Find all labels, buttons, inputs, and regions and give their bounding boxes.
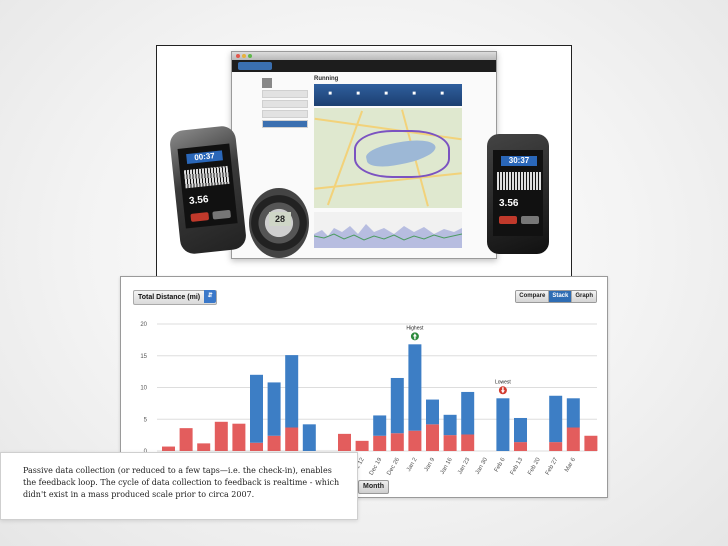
bar-segment-bottom [373, 435, 387, 451]
watch-display: 28 [269, 212, 291, 226]
bar-segment-top [566, 398, 580, 428]
x-tick-label: Jan 30 [475, 456, 490, 475]
bar-segment-bottom [197, 443, 211, 451]
phone-distance: 3.56 [188, 194, 210, 208]
elevation-chart [314, 212, 462, 248]
stats-panel: ■ ■ ■ ■ ■ [314, 84, 462, 106]
bar-segment-top [408, 344, 422, 431]
bar-segment-top [390, 377, 404, 434]
down-arrow-icon [500, 387, 505, 394]
metric-select[interactable]: Total Distance (mi) ⇵ [133, 290, 218, 305]
bar-segment-bottom [390, 433, 404, 451]
bar-segment-bottom [285, 427, 299, 451]
x-tick-label: Jan 2 [406, 456, 419, 472]
bar-segment-bottom [584, 435, 598, 451]
up-arrow-icon [412, 333, 417, 340]
chart-mode-toggle: Compare Stack Graph [515, 290, 597, 303]
y-tick-label: 5 [144, 417, 148, 423]
activity-sidebar [262, 78, 308, 150]
iphone-pause-button [521, 216, 539, 224]
metric-select-label: Total Distance (mi) [138, 294, 201, 301]
bar-segment-bottom [232, 423, 246, 451]
mode-stack-button[interactable]: Stack [548, 291, 572, 302]
iphone-distance: 3.56 [499, 198, 519, 209]
select-arrows-icon: ⇵ [204, 290, 217, 303]
x-tick-label: Feb 6 [494, 456, 507, 473]
bar-segment-top [250, 374, 263, 443]
bar-segment-bottom [461, 434, 475, 451]
x-tick-label: Dec 26 [386, 456, 401, 476]
browser-titlebar [232, 52, 496, 60]
y-tick-label: 15 [140, 354, 147, 360]
y-tick-label: 10 [140, 386, 147, 392]
bar-segment-bottom [514, 442, 527, 451]
bar-segment-top [267, 382, 281, 436]
phone-pace-bars [183, 165, 230, 189]
bar-segment-bottom [549, 442, 563, 451]
bar-segment-bottom [338, 433, 351, 451]
bar-segment-top [285, 355, 299, 428]
x-tick-label: Jan 9 [424, 456, 437, 472]
section-title: Running [314, 76, 339, 82]
x-tick-label: Jan 16 [440, 456, 455, 475]
bar-segment-top [373, 415, 387, 436]
mode-graph-button[interactable]: Graph [571, 291, 596, 302]
bar-segment-top [549, 395, 563, 443]
bar-segment-bottom [267, 435, 281, 451]
app-header [232, 60, 496, 72]
bar-segment-bottom [214, 421, 228, 451]
phone-timer: 00:37 [186, 150, 223, 165]
caption-box: Passive data collection (or reduced to a… [0, 452, 358, 520]
iphone-pace-bars [497, 172, 541, 190]
iphone-timer: 30:37 [501, 156, 537, 166]
bar-segment-top [461, 391, 475, 435]
x-tick-label: Feb 20 [527, 456, 542, 476]
x-tick-label: Jan 23 [457, 456, 472, 475]
bar-segment-bottom [355, 440, 369, 451]
lowest-label: Lowest [495, 379, 511, 385]
route-map [314, 108, 462, 208]
mode-compare-button[interactable]: Compare [516, 291, 549, 302]
phone-stop-button [190, 212, 210, 222]
phone-pause-button [212, 209, 232, 220]
product-photo: Running ■ ■ ■ ■ ■ 00:37 3.56 [156, 45, 572, 279]
bar-segment-bottom [426, 424, 439, 451]
bar-segment-bottom [179, 428, 193, 451]
bar-segment-top [514, 417, 527, 443]
caption-text: Passive data collection (or reduced to a… [23, 466, 340, 499]
y-tick-label: 20 [140, 322, 147, 328]
avatar [262, 78, 272, 88]
bar-segment-bottom [250, 442, 263, 451]
android-phone: 00:37 3.56 [168, 124, 248, 256]
iphone: 30:37 3.56 [487, 134, 549, 254]
bar-segment-bottom [566, 427, 580, 451]
x-tick-label: Mar 6 [564, 456, 577, 473]
iphone-stop-button [499, 216, 517, 224]
bar-segment-top [426, 399, 439, 425]
bar-segment-bottom [408, 430, 422, 451]
x-tick-label: Feb 27 [545, 456, 560, 476]
month-button[interactable]: Month [358, 480, 389, 494]
bar-segment-top [443, 414, 457, 436]
x-tick-label: Dec 19 [369, 456, 384, 476]
gps-watch: 28 [249, 188, 309, 258]
highest-label: Highest [406, 325, 424, 331]
x-tick-label: Feb 13 [510, 456, 525, 476]
bar-segment-top [302, 424, 316, 451]
bar-segment-bottom [443, 435, 457, 451]
bar-segment-top [496, 398, 510, 451]
app-logo [238, 62, 272, 70]
bar-segment-bottom [162, 446, 175, 451]
